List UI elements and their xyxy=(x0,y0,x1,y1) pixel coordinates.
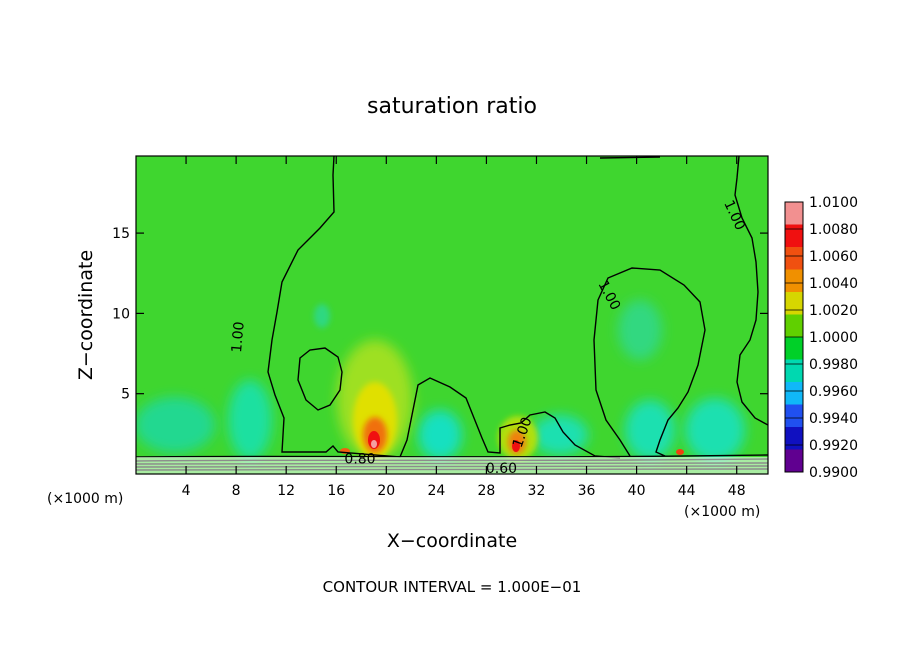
colorbar-swatch xyxy=(785,269,803,293)
x-tick-label: 40 xyxy=(628,483,646,499)
contour-inner-ring xyxy=(297,347,343,411)
colorbar: 1.0100 1.0080 1.0060 1.0040 1.0020 1.0000 0.99… xyxy=(784,195,858,481)
colorbar-label: 0.9980 xyxy=(809,357,858,373)
colorbar-swatch xyxy=(785,224,803,248)
contour-label: 0.60 xyxy=(486,461,517,477)
cyan-patch-mid2 xyxy=(532,415,588,455)
colorbar-swatch xyxy=(785,449,803,473)
colorbar-label: 0.9920 xyxy=(809,438,858,454)
x-tick-label: 24 xyxy=(427,483,445,499)
x-tick-label: 44 xyxy=(678,483,696,499)
x-tick-label: 8 xyxy=(232,483,241,499)
cyan-patch-right xyxy=(625,400,675,460)
colorbar-label: 1.0020 xyxy=(809,303,858,319)
cyan-patch-right2 xyxy=(685,398,745,462)
colorbar-label: 1.0080 xyxy=(809,222,858,238)
chart-title: saturation ratio xyxy=(367,94,537,119)
x-tick-label: 16 xyxy=(327,483,345,499)
colorbar-label: 0.9940 xyxy=(809,411,858,427)
cyan-patch-left2 xyxy=(228,380,272,460)
x-tick-label: 4 xyxy=(182,483,191,499)
ground-fill xyxy=(136,457,768,474)
y-tick-label: 5 xyxy=(121,387,130,403)
cyan-patch-left xyxy=(136,397,215,453)
pink-core-a xyxy=(371,440,377,448)
x-tick-label: 36 xyxy=(578,483,596,499)
plot-frame xyxy=(135,155,769,475)
colorbar-label: 1.0000 xyxy=(809,330,858,346)
colorbar-swatch xyxy=(785,314,803,338)
x-unit-left: (×1000 m) xyxy=(47,491,123,507)
plot-area: 1.001.001.001.000.800.60 xyxy=(136,156,768,477)
colorbar-label: 1.0060 xyxy=(809,249,858,265)
colorbar-swatch xyxy=(785,337,803,360)
y-axis-label: Z−coordinate xyxy=(75,250,97,380)
colorbar-swatch xyxy=(785,202,803,225)
colorbar-swatch xyxy=(785,427,803,450)
x-tick-label: 12 xyxy=(277,483,295,499)
cyan-patch-mid xyxy=(418,410,462,460)
colorbar-swatch xyxy=(785,359,803,383)
field-shading xyxy=(136,300,745,462)
contour-left-plume xyxy=(267,156,621,459)
red-speck-right xyxy=(676,449,684,455)
x-tick-label: 28 xyxy=(478,483,496,499)
x-tick-label: 48 xyxy=(728,483,746,499)
contour-interval-note: CONTOUR INTERVAL = 1.000E−01 xyxy=(323,578,582,596)
x-axis: 4 8 12 16 20 24 28 32 36 40 44 48 xyxy=(182,156,746,499)
x-tick-label: 20 xyxy=(377,483,395,499)
contour-label: 0.80 xyxy=(344,452,375,468)
colorbar-label: 1.0100 xyxy=(809,195,858,211)
colorbar-swatch xyxy=(785,404,803,428)
y-axis: 5 10 15 xyxy=(112,226,768,403)
colorbar-label: 1.0040 xyxy=(809,276,858,292)
colorbar-swatch xyxy=(785,292,803,315)
colorbar-swatch xyxy=(785,382,803,405)
contour-right-edge xyxy=(734,156,768,426)
colorbar-label: 0.9960 xyxy=(809,384,858,400)
colorbar-label: 0.9900 xyxy=(809,465,858,481)
teal-patch-upper2 xyxy=(618,300,662,360)
contour-right-loop xyxy=(593,267,706,457)
y-tick-label: 15 xyxy=(112,226,130,242)
y-tick-label: 10 xyxy=(112,306,130,322)
x-unit-right: (×1000 m) xyxy=(684,504,760,520)
colorbar-swatch xyxy=(785,247,803,270)
teal-patch-upper xyxy=(314,304,330,328)
red-core-b xyxy=(512,440,520,452)
x-tick-label: 32 xyxy=(528,483,546,499)
x-axis-label: X−coordinate xyxy=(387,530,517,552)
contour-label: 1.00 xyxy=(229,321,248,353)
ground-band-1 xyxy=(136,454,768,458)
contour-top-stub xyxy=(599,156,661,159)
